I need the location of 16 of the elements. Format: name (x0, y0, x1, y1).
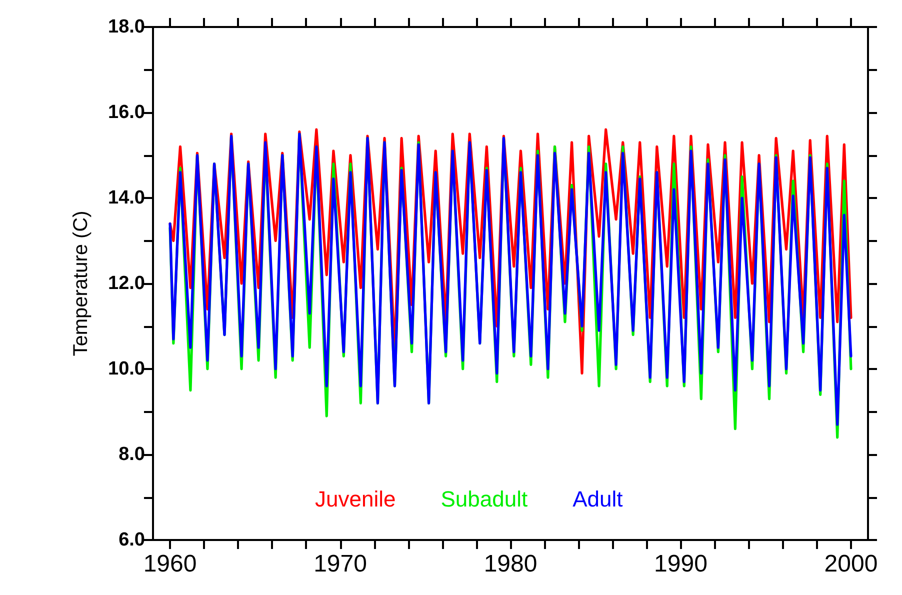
x-tick-label: 1980 (484, 550, 538, 578)
x-tick-label: 2000 (824, 550, 878, 578)
y-tick-label: 10.0 (108, 358, 145, 380)
x-tick-label: 1960 (143, 550, 197, 578)
y-tick-label: 6.0 (118, 530, 145, 550)
y-tick-label: 18.0 (108, 16, 145, 38)
x-tick-label: 1970 (314, 550, 367, 578)
text: Juvenile (315, 486, 396, 512)
x-tick-label: 1990 (654, 550, 708, 578)
y-tick-label: 16.0 (108, 102, 145, 123)
y-axis-title: Temperature (C) (70, 210, 92, 356)
text: Adult (572, 486, 623, 512)
y-tick-label: 14.0 (108, 188, 145, 208)
y-tick-label: 12.0 (108, 273, 145, 294)
text: Subadult (440, 486, 528, 512)
y-tick-label: 8.0 (118, 444, 145, 465)
